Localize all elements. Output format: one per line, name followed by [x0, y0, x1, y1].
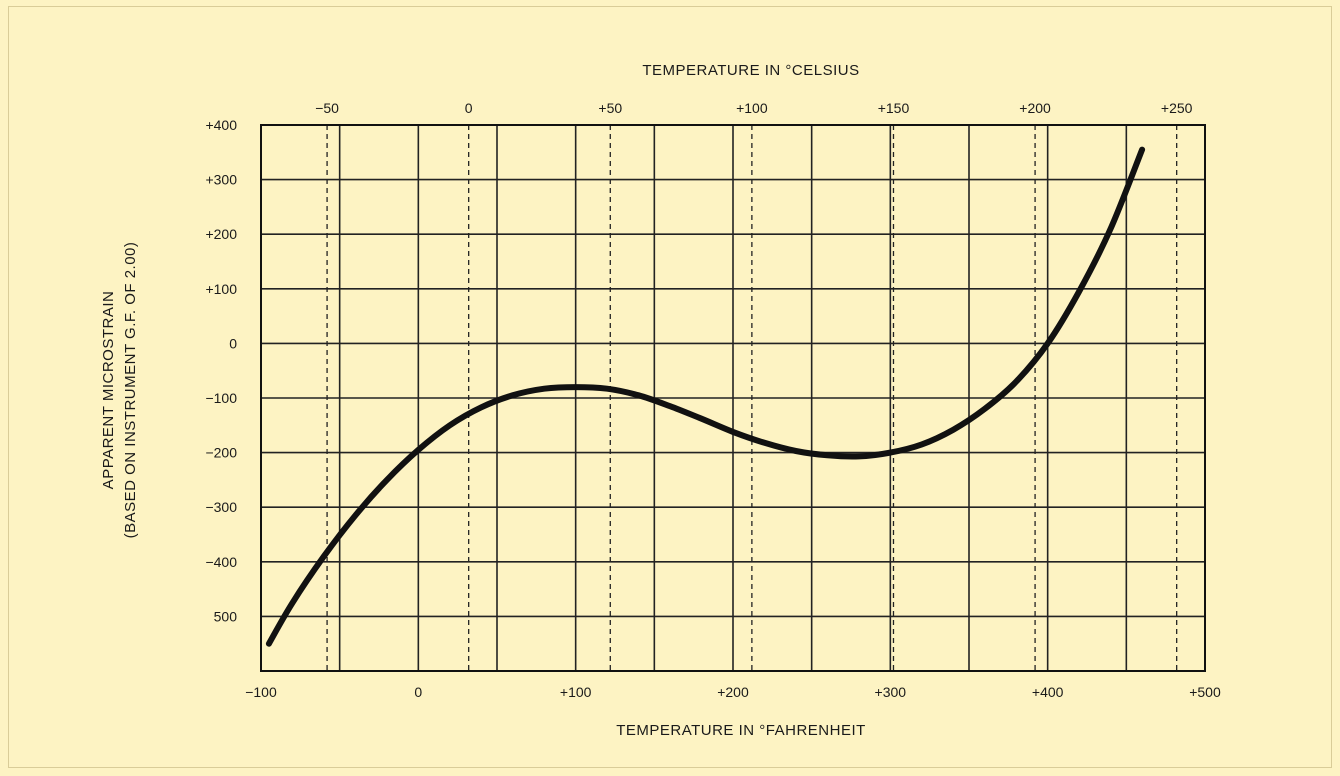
y-tick-label: +400	[205, 117, 237, 133]
celsius-tick-label: −50	[315, 100, 339, 116]
apparent-strain-chart: +400 +300 +200 +100 0 −100 −200 −300 −400 500 −10…	[100, 62, 1221, 739]
y-tick-label: −100	[205, 390, 237, 406]
x-axis-title: TEMPERATURE IN °FAHRENHEIT	[616, 722, 866, 739]
celsius-tick-label: +250	[1161, 100, 1193, 116]
x-tick-label: −100	[245, 684, 277, 700]
y-tick-label: +100	[205, 281, 237, 297]
x-tick-label: 0	[414, 684, 422, 700]
x-tick-label: +100	[560, 684, 592, 700]
grid	[260, 124, 1206, 672]
celsius-tick-label: +200	[1019, 100, 1051, 116]
x-tick-label: +200	[717, 684, 749, 700]
top-axis-title: TEMPERATURE IN °CELSIUS	[642, 62, 859, 79]
chart-figure: +400 +300 +200 +100 0 −100 −200 −300 −400 500 −10…	[8, 6, 1332, 768]
plot-frame	[260, 124, 1206, 672]
x-tick-labels: −100 0 +100 +200 +300 +400 +500	[245, 684, 1221, 700]
x-tick-label: +500	[1189, 684, 1221, 700]
y-tick-labels: +400 +300 +200 +100 0 −100 −200 −300 −400 500	[205, 117, 237, 624]
celsius-tick-label: +150	[878, 100, 910, 116]
y-tick-label: −200	[205, 445, 237, 461]
celsius-tick-label: 0	[465, 100, 473, 116]
series-line	[265, 146, 1146, 647]
celsius-tick-label: +50	[598, 100, 622, 116]
y-tick-label: 0	[229, 335, 237, 351]
y-axis-title-line1: APPARENT MICROSTRAIN	[100, 291, 117, 490]
x-tick-label: +300	[875, 684, 907, 700]
y-tick-label: +200	[205, 226, 237, 242]
celsius-tick-label: +100	[736, 100, 768, 116]
celsius-gridlines	[326, 125, 1178, 671]
y-tick-label: +300	[205, 172, 237, 188]
y-tick-label: −400	[205, 554, 237, 570]
x-tick-label: +400	[1032, 684, 1064, 700]
y-tick-label: −300	[205, 499, 237, 515]
celsius-tick-labels: −50 0 +50 +100 +150 +200 +250	[315, 100, 1192, 116]
y-tick-label: 500	[214, 608, 238, 624]
y-axis-title-line2: (BASED ON INSTRUMENT G.F. OF 2.00)	[122, 242, 139, 539]
